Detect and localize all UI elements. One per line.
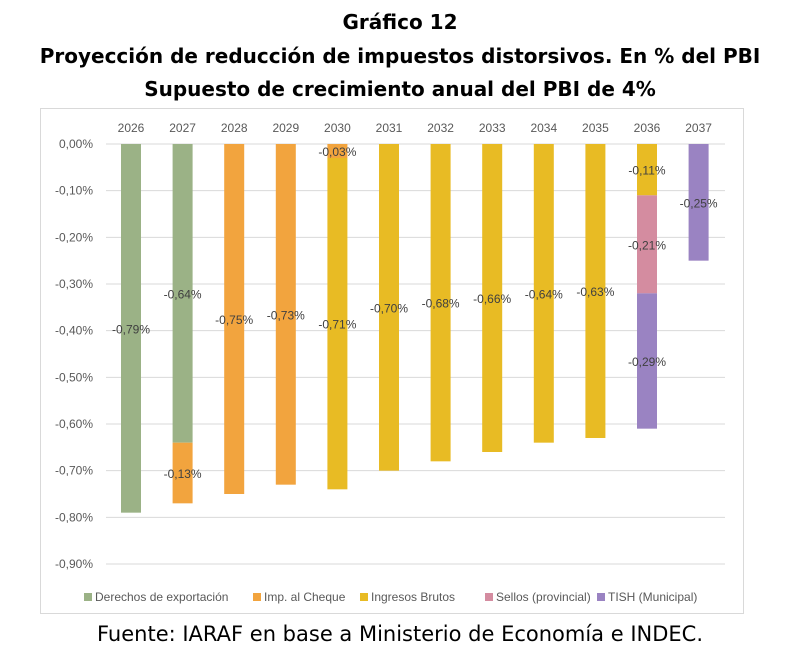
- bar-segment: [379, 144, 399, 471]
- bar-segment: [327, 144, 348, 158]
- x-tick-label: 2031: [376, 121, 403, 135]
- x-tick-label: 2037: [685, 121, 712, 135]
- chart-title: Gráfico 12: [342, 10, 458, 34]
- bar-segment: [637, 144, 657, 196]
- bar-segment: [637, 195, 657, 294]
- x-tick-label: 2033: [479, 121, 506, 135]
- data-label: -0,73%: [267, 308, 305, 322]
- data-label: -0,75%: [215, 313, 253, 327]
- x-tick-label: 2032: [427, 121, 454, 135]
- bar-segment: [172, 144, 193, 443]
- bar-segment: [224, 144, 245, 494]
- bar-segment: [482, 144, 503, 452]
- y-tick-label: -0,80%: [55, 510, 93, 524]
- data-label: -0,64%: [164, 287, 202, 301]
- bar-segment: [688, 144, 709, 261]
- legend-label: Sellos (provincial): [496, 590, 591, 604]
- bar-segment: [172, 442, 193, 504]
- y-tick-label: 0,00%: [59, 137, 93, 151]
- legend-label: Imp. al Cheque: [264, 590, 346, 604]
- y-tick-label: -0,60%: [55, 417, 93, 431]
- x-tick-label: 2035: [582, 121, 609, 135]
- chart-subtitle-2: Supuesto de crecimiento anual del PBI de…: [144, 77, 656, 101]
- y-tick-label: -0,10%: [55, 184, 93, 198]
- legend-swatch: [253, 593, 261, 601]
- x-tick-label: 2034: [530, 121, 557, 135]
- y-tick-label: -0,90%: [55, 557, 93, 571]
- bar-segment: [585, 144, 606, 438]
- data-label: -0,70%: [370, 301, 408, 315]
- legend-swatch: [84, 593, 92, 601]
- source-note: Fuente: IARAF en base a Ministerio de Ec…: [96, 622, 704, 646]
- legend-label: TISH (Municipal): [608, 590, 697, 604]
- data-label: -0,13%: [164, 467, 202, 481]
- data-label: -0,79%: [112, 322, 150, 336]
- legend-swatch: [360, 593, 368, 601]
- data-label: -0,25%: [680, 196, 718, 210]
- y-tick-label: -0,50%: [55, 370, 93, 384]
- legend-swatch: [597, 593, 605, 601]
- data-label: -0,63%: [576, 285, 614, 299]
- x-tick-label: 2028: [221, 121, 248, 135]
- data-label: -0,71%: [318, 318, 356, 332]
- x-tick-label: 2026: [118, 121, 145, 135]
- chart-frame: [40, 108, 744, 614]
- x-tick-label: 2027: [169, 121, 196, 135]
- data-label: -0,21%: [628, 238, 666, 252]
- x-tick-label: 2036: [634, 121, 661, 135]
- bar-segment: [121, 144, 141, 513]
- data-label: -0,66%: [473, 292, 511, 306]
- y-tick-label: -0,70%: [55, 464, 93, 478]
- data-label: -0,11%: [628, 164, 665, 178]
- y-tick-label: -0,30%: [55, 277, 93, 291]
- bar-segment: [430, 144, 451, 462]
- data-label: -0,29%: [628, 355, 666, 369]
- y-tick-label: -0,20%: [55, 230, 93, 244]
- bar-segment: [275, 144, 296, 485]
- bar-segment: [637, 293, 657, 429]
- chart-subtitle: Proyección de reducción de impuestos dis…: [39, 44, 761, 68]
- bar-segment: [533, 144, 554, 443]
- bar-segment: [327, 158, 348, 490]
- x-tick-label: 2030: [324, 121, 351, 135]
- legend-label: Ingresos Brutos: [371, 590, 455, 604]
- x-tick-label: 2029: [272, 121, 299, 135]
- data-label: -0,68%: [422, 297, 460, 311]
- data-label: -0,03%: [318, 145, 356, 159]
- y-tick-label: -0,40%: [55, 324, 93, 338]
- data-label: -0,64%: [525, 287, 563, 301]
- legend-label: Derechos de exportación: [95, 590, 228, 604]
- legend-swatch: [485, 593, 493, 601]
